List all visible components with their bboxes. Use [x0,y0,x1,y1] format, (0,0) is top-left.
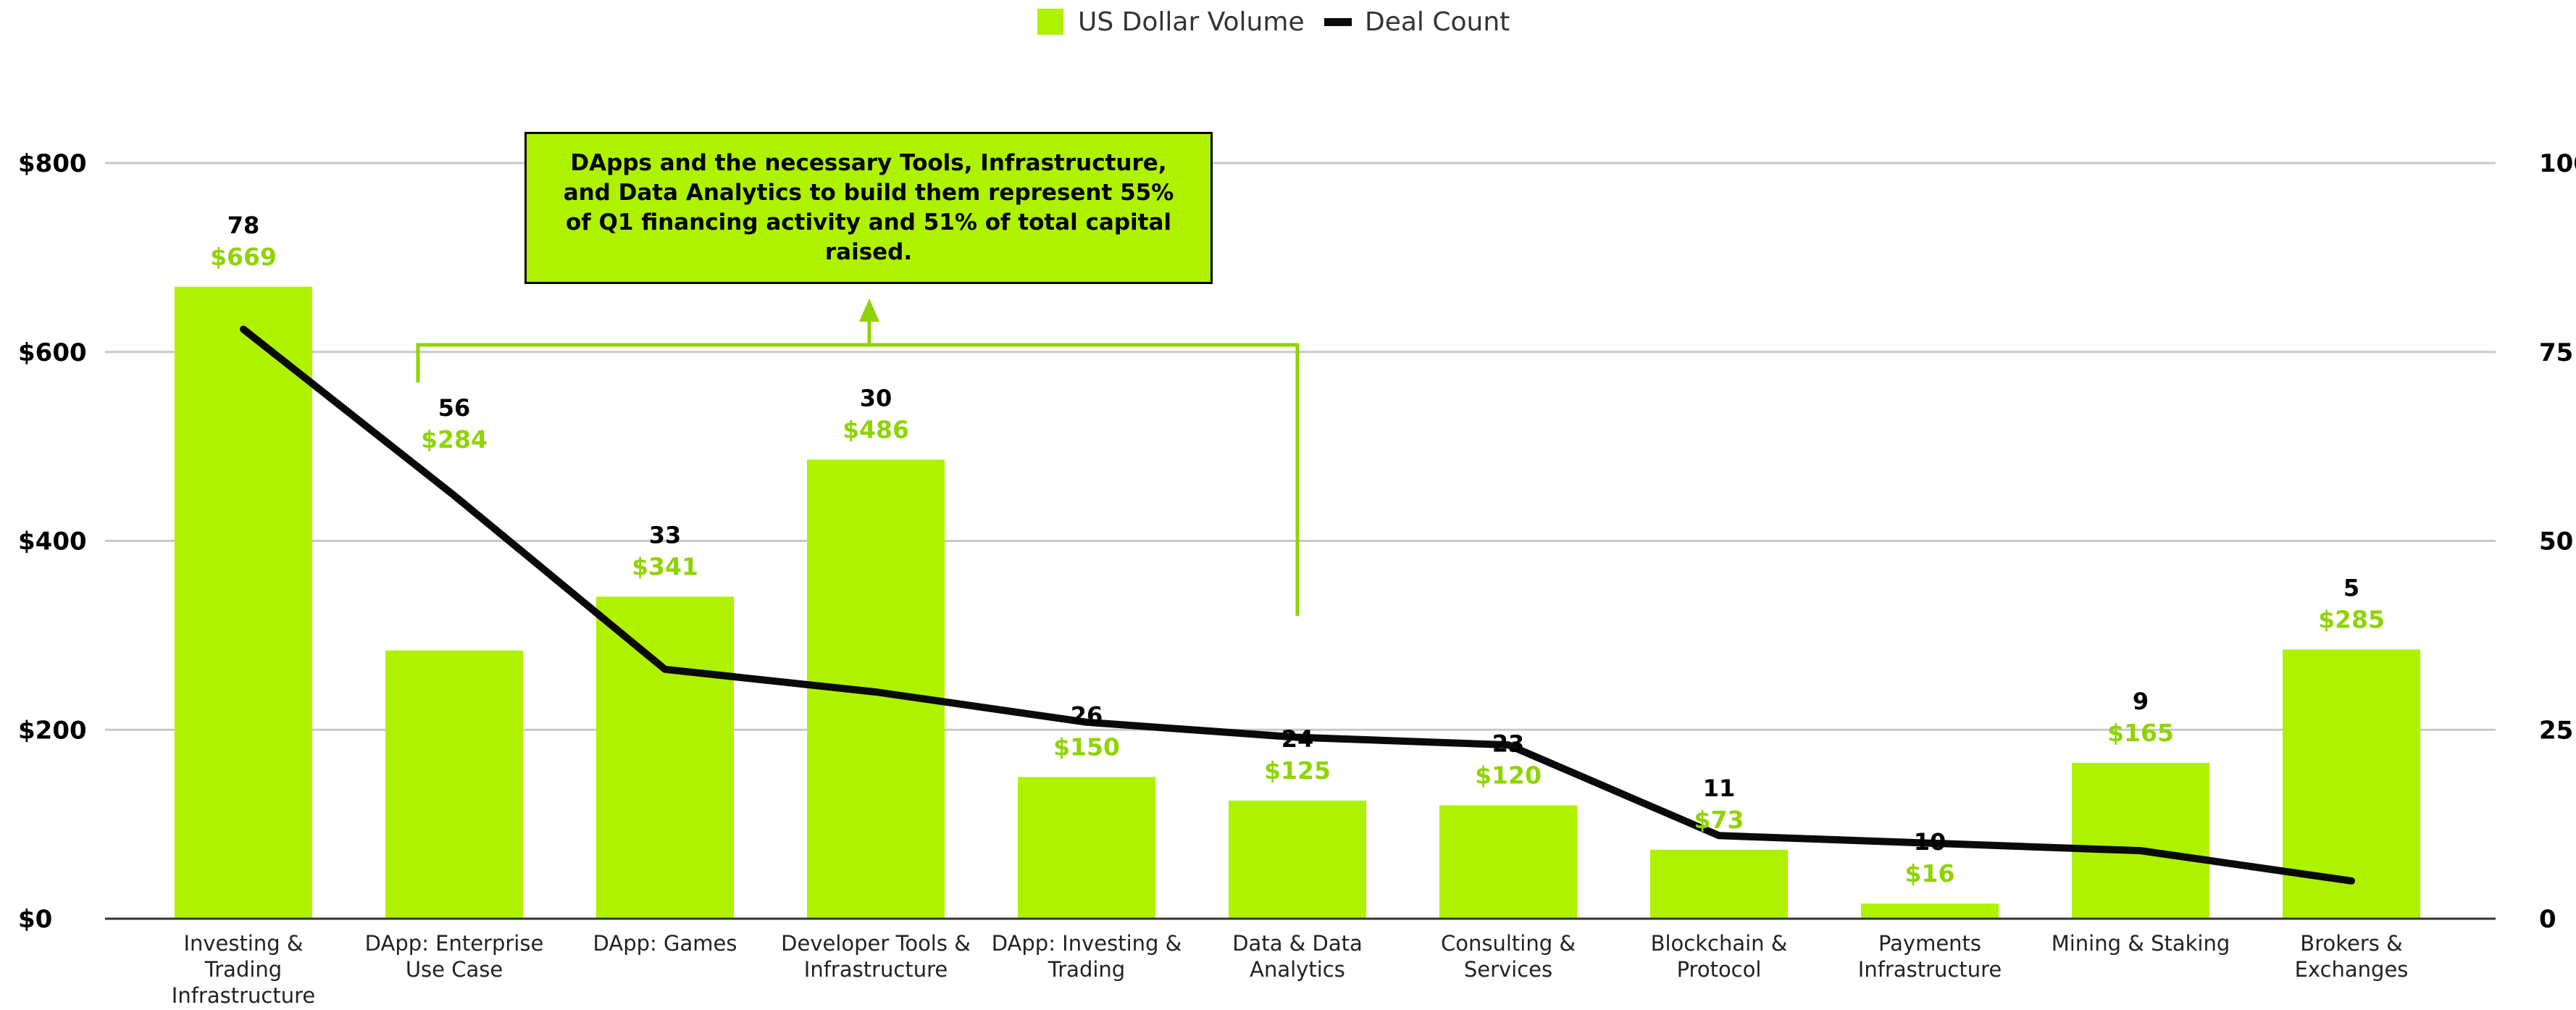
y-left-tick-label: $600 [18,338,87,367]
deal-count-label: 78 [227,212,260,239]
volume-bar [1018,777,1155,919]
category-label: Investing & Trading Infrastructure [172,931,315,1006]
volume-bar [1439,805,1577,919]
volume-value-label: $165 [2107,719,2174,747]
category-label: DApp: Games [593,931,737,956]
volume-value-label: $341 [632,552,698,580]
callout-bracket [416,299,1300,616]
bracket-path [416,343,1300,616]
deal-count-label: 11 [1703,775,1736,802]
y-right-tick-label: 50 [2539,527,2573,556]
deal-count-label: 5 [2343,574,2359,601]
volume-value-label: $669 [210,243,277,271]
legend: US Dollar Volume Deal Count [1037,7,1510,37]
y-left-tick-label: $0 [18,905,52,934]
legend-swatch-volume [1037,9,1063,35]
volume-value-label: $486 [842,415,909,443]
volume-bar [2072,762,2209,919]
volume-bar [1229,801,1366,919]
volume-value-label: $73 [1694,806,1744,834]
volume-value-label: $284 [421,425,488,454]
deal-count-label: 10 [1914,828,1946,856]
category-label: Blockchain & Protocol [1651,931,1788,982]
volume-bar [1861,903,1999,919]
category-label: Developer Tools & Infrastructure [781,931,971,982]
y-right-tick-label: 25 [2539,716,2573,745]
deal-count-label: 23 [1492,730,1525,758]
deal-count-label: 30 [860,384,892,412]
y-right-tick-label: 75 [2539,338,2573,367]
volume-bar [596,596,734,919]
y-left-tick-label: $200 [18,716,87,745]
y-right-tick-label: 100 [2539,149,2576,178]
callout-text: DApps and the necessary Tools, Infrastru… [563,150,1174,265]
y-left-tick-label: $400 [18,527,87,556]
volume-value-label: $120 [1475,761,1542,790]
volume-bar [385,650,523,919]
category-label: DApp: Enterprise Use Case [365,931,544,982]
bracket-arrow-head [859,299,879,322]
category-label: DApp: Investing & Trading [992,931,1182,982]
category-label: Data & Data Analytics [1232,931,1363,982]
deal-count-line [240,325,2355,885]
category-label: Consulting & Services [1441,931,1576,982]
callout-box: DApps and the necessary Tools, Infrastru… [524,132,1213,284]
deal-count-label: 24 [1281,725,1314,753]
deal-count-label: 56 [438,394,471,422]
volume-bars [175,286,2420,919]
legend-label-volume: US Dollar Volume [1078,7,1305,37]
category-label: Payments Infrastructure [1858,931,2002,982]
volume-value-label: $150 [1053,733,1120,761]
volume-bar [1650,849,1788,919]
data-labels: $669 78 $284 56 $341 33 $486 30 $150 26 $125 24 $120… [172,212,2409,1008]
legend-swatch-count [1324,18,1352,26]
volume-bar [175,286,312,919]
deal-count-polyline [240,325,2355,885]
volume-value-label: $285 [2318,605,2385,633]
volume-value-label: $16 [1905,859,1955,888]
category-label: Brokers & Exchanges [2295,931,2409,982]
category-label: Mining & Staking [2052,931,2230,956]
deal-count-label: 26 [1071,701,1103,729]
y-right-tick-label: 0 [2539,905,2556,934]
legend-label-count: Deal Count [1365,7,1510,37]
deal-count-label: 33 [649,521,682,548]
volume-value-label: $125 [1264,756,1331,785]
y-left-tick-label: $800 [18,149,87,178]
deal-count-label: 9 [2133,688,2149,715]
axes: $0 $200 $400 $600 $800 0 25 50 75 100 [18,149,2576,934]
